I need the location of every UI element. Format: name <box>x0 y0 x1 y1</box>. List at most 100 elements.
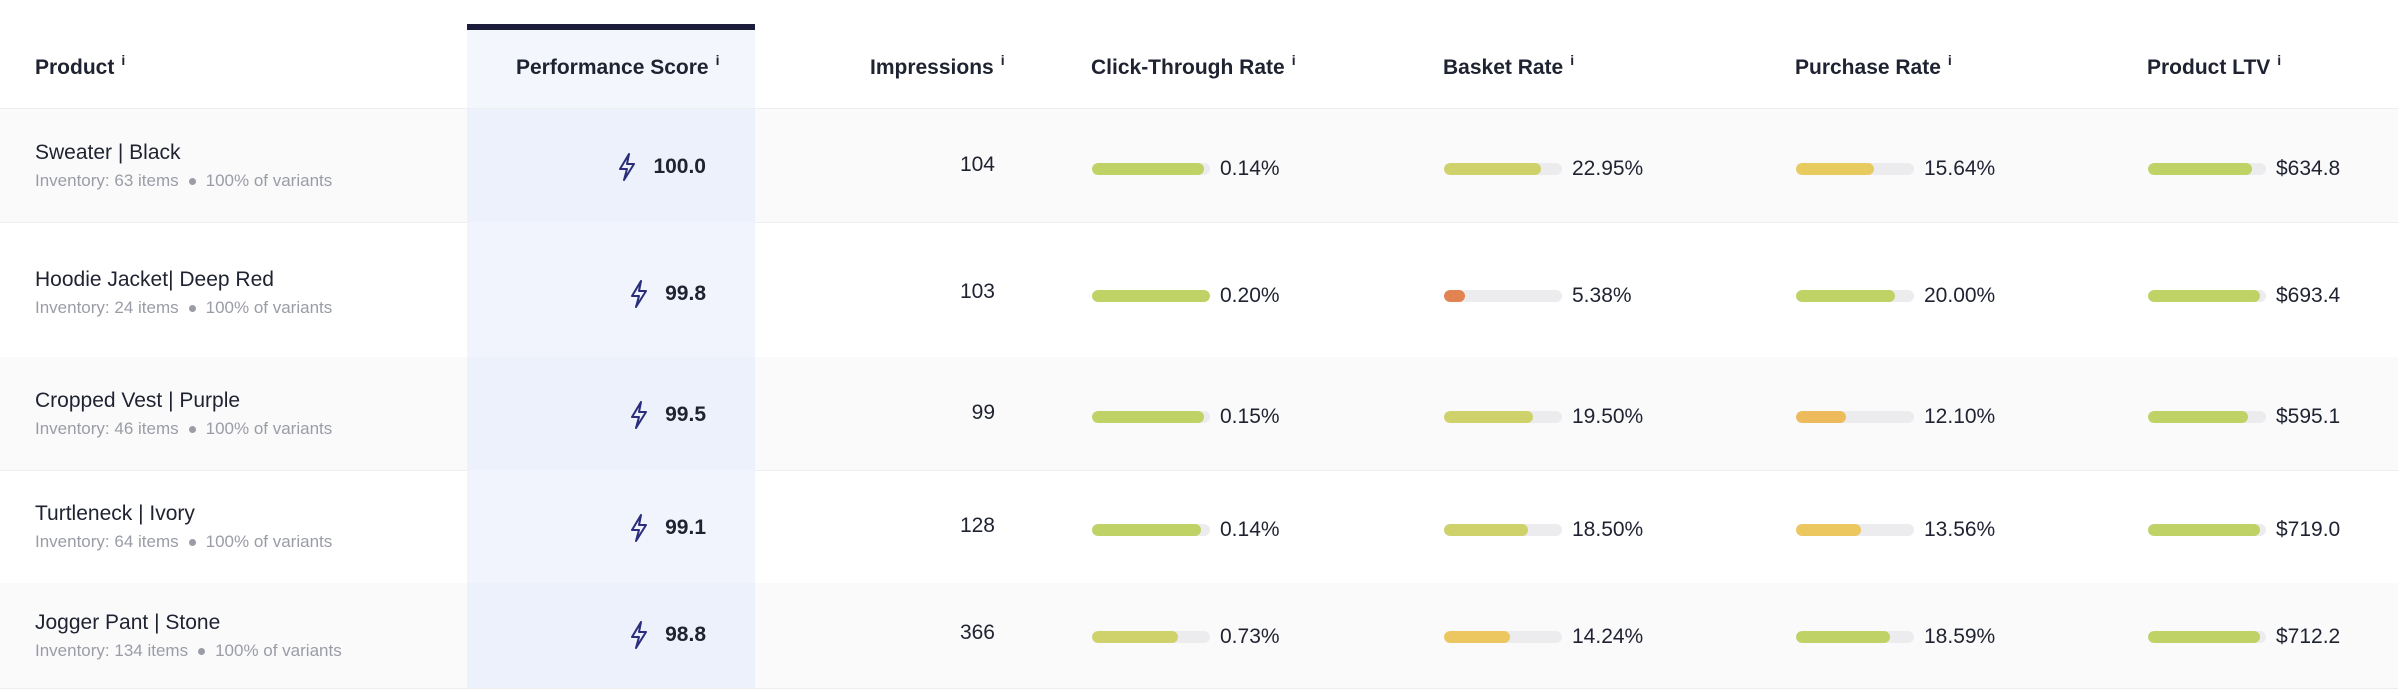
ltv-progress-fill <box>2148 524 2261 536</box>
ctr-progress-bar <box>1092 163 1210 175</box>
purchase-metric: 13.56% <box>1796 518 1995 542</box>
column-header-click-through-rate[interactable]: Click-Through Rate i <box>1091 52 1296 80</box>
table-row[interactable]: Sweater | Black Inventory: 63 items 100% o… <box>0 109 2398 223</box>
basket-progress-bar <box>1444 411 1562 423</box>
table-row[interactable]: Turtleneck | Ivory Inventory: 64 items 100… <box>0 470 2398 584</box>
purchase-progress-bar <box>1796 524 1914 536</box>
ctr-metric: 0.15% <box>1092 405 1280 429</box>
table-row[interactable]: Cropped Vest | Purple Inventory: 46 items… <box>0 357 2398 471</box>
column-header-purchase-rate[interactable]: Purchase Rate i <box>1795 52 1952 80</box>
purchase-progress-bar <box>1796 631 1914 643</box>
purchase-value: 13.56% <box>1924 518 1996 541</box>
ctr-metric: 0.14% <box>1092 518 1280 542</box>
table-row[interactable]: Hoodie Jacket| Deep Red Inventory: 24 ite… <box>0 222 2398 358</box>
basket-progress-fill <box>1444 163 1541 175</box>
basket-progress-bar <box>1444 163 1562 175</box>
ltv-progress-bar <box>2148 631 2266 643</box>
ctr-value: 0.14% <box>1220 157 1280 180</box>
performance-cell-bg <box>467 222 755 357</box>
purchase-progress-bar <box>1796 290 1914 302</box>
info-icon[interactable]: i <box>2277 52 2282 68</box>
ltv-metric: $719.0 <box>2148 518 2340 542</box>
ctr-metric: 0.20% <box>1092 284 1280 308</box>
ctr-progress-fill <box>1092 524 1201 536</box>
performance-score: 99.1 <box>629 514 706 542</box>
lightning-bolt-icon <box>631 280 648 308</box>
variants-share: 100% of variants <box>205 419 333 438</box>
impressions-value: 128 <box>959 514 995 537</box>
ltv-progress-fill <box>2148 411 2249 423</box>
table-header: Product i Performance Score i Impression… <box>0 30 2398 109</box>
column-header-label: Performance Score <box>516 56 709 79</box>
column-header-impressions[interactable]: Impressions i <box>870 52 1005 80</box>
basket-value: 18.50% <box>1572 518 1644 541</box>
ctr-value: 0.73% <box>1220 625 1280 648</box>
ltv-value: $719.0 <box>2276 518 2341 541</box>
product-name[interactable]: Jogger Pant | Stone <box>35 611 221 634</box>
ltv-progress-bar <box>2148 524 2266 536</box>
ctr-progress-bar <box>1092 411 1210 423</box>
performance-cell-bg <box>467 357 755 470</box>
column-header-product[interactable]: Product i <box>35 52 125 80</box>
column-header-product-ltv[interactable]: Product LTV i <box>2147 52 2281 80</box>
purchase-value: 15.64% <box>1924 157 1996 180</box>
lightning-bolt-icon <box>631 621 648 649</box>
ltv-progress-fill <box>2148 631 2261 643</box>
performance-score-value: 100.0 <box>653 155 706 178</box>
info-icon[interactable]: i <box>1570 52 1575 68</box>
ctr-value: 0.14% <box>1220 518 1280 541</box>
ltv-value: $712.2 <box>2276 625 2341 648</box>
ltv-progress-bar <box>2148 163 2266 175</box>
product-name[interactable]: Turtleneck | Ivory <box>35 502 195 525</box>
variants-share: 100% of variants <box>205 171 333 190</box>
ltv-value: $693.4 <box>2276 284 2341 307</box>
ctr-progress-bar <box>1092 524 1210 536</box>
basket-progress-bar <box>1444 290 1562 302</box>
basket-metric: 22.95% <box>1444 157 1643 181</box>
performance-score: 100.0 <box>617 153 706 181</box>
ctr-progress-fill <box>1092 631 1179 643</box>
lightning-bolt-icon <box>631 401 648 429</box>
purchase-progress-fill <box>1796 631 1891 643</box>
lightning-bolt-icon <box>619 153 636 181</box>
separator-dot <box>188 425 196 433</box>
ltv-metric: $634.8 <box>2148 157 2340 181</box>
basket-value: 22.95% <box>1572 157 1644 180</box>
ctr-progress-fill <box>1092 163 1205 175</box>
purchase-value: 12.10% <box>1924 405 1996 428</box>
column-header-performance-score[interactable]: Performance Score i <box>516 52 719 80</box>
column-header-label: Click-Through Rate <box>1091 56 1285 79</box>
inventory-count: Inventory: 134 items <box>35 641 189 660</box>
basket-value: 14.24% <box>1572 625 1644 648</box>
ctr-progress-fill <box>1092 290 1210 302</box>
product-name[interactable]: Sweater | Black <box>35 141 181 164</box>
inventory-count: Inventory: 24 items <box>35 298 179 317</box>
info-icon[interactable]: i <box>715 52 720 68</box>
info-icon[interactable]: i <box>1947 52 1952 68</box>
inventory-count: Inventory: 46 items <box>35 419 179 438</box>
ltv-progress-bar <box>2148 411 2266 423</box>
info-icon[interactable]: i <box>1291 52 1296 68</box>
product-name[interactable]: Cropped Vest | Purple <box>35 389 241 412</box>
column-header-basket-rate[interactable]: Basket Rate i <box>1443 52 1574 80</box>
product-inventory-meta: Inventory: 63 items 100% of variants <box>35 171 332 191</box>
info-icon[interactable]: i <box>121 52 126 68</box>
column-header-label: Purchase Rate <box>1795 56 1941 79</box>
purchase-metric: 18.59% <box>1796 625 1995 649</box>
separator-dot <box>198 647 206 655</box>
performance-score: 99.8 <box>629 280 706 308</box>
table-row[interactable]: Jogger Pant | Stone Inventory: 134 items 1… <box>0 583 2398 689</box>
basket-value: 19.50% <box>1572 405 1644 428</box>
performance-cell-bg <box>467 109 755 222</box>
product-name[interactable]: Hoodie Jacket| Deep Red <box>35 268 274 291</box>
purchase-metric: 12.10% <box>1796 405 1995 429</box>
impressions-value: 366 <box>959 621 995 644</box>
performance-score: 99.5 <box>629 401 706 429</box>
column-header-label: Impressions <box>870 56 994 79</box>
purchase-progress-bar <box>1796 411 1914 423</box>
info-icon[interactable]: i <box>1000 52 1005 68</box>
ctr-value: 0.15% <box>1220 405 1280 428</box>
basket-metric: 5.38% <box>1444 284 1632 308</box>
ctr-metric: 0.14% <box>1092 157 1280 181</box>
